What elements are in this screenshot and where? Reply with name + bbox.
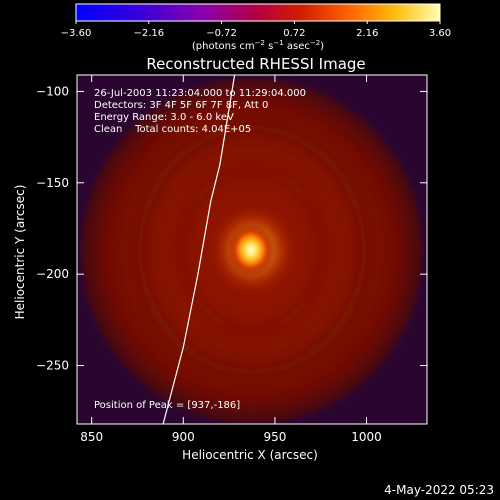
x-tick-label: 850 [80,430,103,444]
y-tick-label: −250 [36,359,69,373]
x-tick-label: 900 [172,430,195,444]
colorbar-tick-label: 2.16 [356,28,378,39]
annotation-detectors: Detectors: 3F 4F 5F 6F 7F 8F, Att 0 [94,100,268,111]
y-tick-label: −150 [36,176,69,190]
colorbar-tick-label: −3.60 [61,28,92,39]
peak-source [228,224,274,276]
chart-title: Reconstructed RHESSI Image [146,55,365,73]
x-axis-label: Heliocentric X (arcsec) [182,448,318,462]
colorbar-ticks: −3.60 −2.16 −0.72 0.72 2.16 3.60 [61,21,451,39]
annotation-counts: Clean Total counts: 4.04E+05 [94,124,251,135]
colorbar: −3.60 −2.16 −0.72 0.72 2.16 3.60 (photons cm−… [61,4,451,52]
colorbar-tick-label: −2.16 [133,28,164,39]
footer-timestamp: 4-May-2022 05:23 [384,483,494,497]
peak-position-label: Position of Peak = [937,-186] [94,400,240,411]
x-tick-label: 950 [263,430,286,444]
x-tick-label: 1000 [351,430,382,444]
y-tick-label: −200 [36,267,69,281]
colorbar-gradient [76,4,440,21]
annotation-energy-range: Energy Range: 3.0 - 6.0 keV [94,112,234,123]
colorbar-tick-label: −0.72 [206,28,237,39]
colorbar-tick-label: 3.60 [429,28,451,39]
colorbar-unit-label: (photons cm−2 s−1 asec−2) [192,39,324,52]
y-axis-label: Heliocentric Y (arcsec) [13,185,27,320]
annotation-time-range: 26-Jul-2003 11:23:04.000 to 11:29:04.000 [94,88,306,99]
y-tick-label: −100 [36,84,69,98]
colorbar-tick-label: 0.72 [283,28,305,39]
